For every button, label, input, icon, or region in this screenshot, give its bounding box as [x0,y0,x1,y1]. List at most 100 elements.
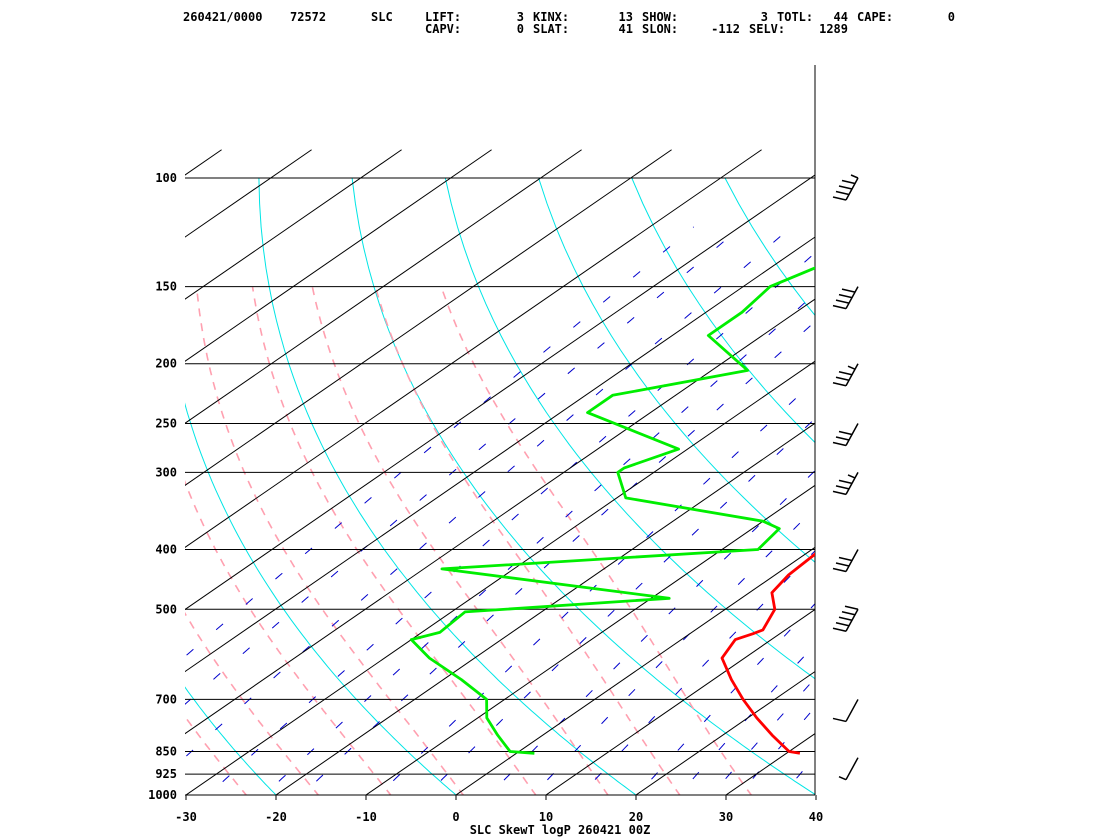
mixing-ratio-line [532,507,815,795]
header-line1-c1: 72572 [290,10,326,24]
header-line1-c9: TOTL: [777,10,813,24]
wind-barb-flag [847,474,856,479]
temperature-tick-label: 30 [719,810,733,824]
wind-barb-flag [847,365,856,370]
header-line2-c7: 1289 [819,22,848,36]
dry-adiabat [185,402,457,795]
sounding-series [409,266,815,755]
wind-barb-flag [844,605,859,610]
temperature-tick-labels: -30 -20 -10 0 10 20 30 40 [175,795,823,824]
wind-barb-flag [850,174,859,179]
isotherm [185,360,815,795]
wind-barb-flag [832,196,847,201]
header-line1-c6: 13 [619,10,633,24]
isotherm [275,422,815,795]
dry-adiabat [1005,178,1120,808]
skewed-isotherms [0,149,1120,821]
isotherm [0,150,42,821]
header-line2-c4: SLON: [642,22,678,36]
wind-barb-flag [835,622,850,627]
temperature-profile [720,552,815,755]
isotherm [185,149,672,486]
wind-barb [832,699,859,723]
header-line1-c3: LIFT: [425,10,461,24]
dry-adiabat [444,177,815,680]
wind-barb [832,363,859,387]
header-line2-c5: -112 [711,22,740,36]
header-line2-c1: 0 [517,22,524,36]
dry-adiabat [258,177,637,795]
dry-adiabats [185,177,1120,808]
header-line1-c4: 3 [517,10,524,24]
mixing-ratio-line [185,226,695,658]
moist-adiabat [185,715,248,795]
wind-barb-flag [835,299,850,304]
header-line2-c0: CAPV: [425,22,461,36]
moist-adiabat [185,480,392,795]
wind-barb-flag [835,562,850,567]
pressure-tick-label: 300 [155,465,177,479]
dry-adiabat [912,178,1120,808]
isotherm [779,150,1120,821]
wind-barb-flag [835,376,850,381]
wind-barb [838,757,859,781]
isobars [185,65,816,796]
pressure-tick-label: 150 [155,280,177,294]
pressure-tick-label: 700 [155,692,177,706]
wind-barb [832,605,859,632]
pressure-tick-label: 100 [155,171,177,185]
wind-barb-flag [832,717,847,723]
temperature-tick-label: 40 [809,810,823,824]
dry-adiabat [818,178,1120,808]
dry-adiabat [1098,178,1120,808]
wind-barb [832,423,859,447]
pressure-tick-label: 500 [155,602,177,616]
dry-adiabat [538,177,815,563]
isotherm [725,733,815,795]
moist-adiabat [440,286,753,795]
header-line1-c11: CAPE: [857,10,893,24]
moist-adiabat [311,286,609,795]
mixing-ratio-line [488,470,815,795]
wind-barb-flag [835,436,850,441]
temperature-tick-label: -10 [355,810,377,824]
wind-barb [832,174,859,201]
wind-barb-flag [838,293,853,299]
wind-barb-flag [832,441,847,447]
mixing-ratio-line [263,293,815,795]
pressure-tick-labels: 100 150 200 250 300 400 500 700 850 925 1000 [148,171,177,802]
temperature-tick-label: 0 [452,810,459,824]
mixing-ratio-line [636,603,815,795]
wind-barb-flag [838,556,853,562]
wind-barb-flag [841,288,856,293]
moist-adiabat [374,286,681,795]
mixing-ratio-line [710,677,815,795]
wind-barb-flag [832,382,847,387]
temperature-tick-label: 10 [539,810,553,824]
dry-adiabat [724,177,815,317]
temperature-tick-label: -20 [265,810,287,824]
wind-barb [832,472,859,496]
header-line1-c0: 260421/0000 [183,10,262,24]
wind-barb [832,286,859,310]
isotherm [185,236,815,673]
wind-barb-flag [835,485,850,490]
wind-barb-flag [835,190,850,196]
isotherm [185,149,312,238]
moist-adiabat [251,286,537,795]
mixing-ratio-line [378,379,815,795]
isotherm [869,150,1120,821]
wind-barb-flag [841,611,856,616]
pressure-tick-label: 850 [155,744,177,758]
wind-barb-flag [832,567,847,573]
isotherm [185,298,815,735]
isotherm [455,546,815,795]
dry-adiabat [631,177,815,444]
temperature-tick-label: -30 [175,810,197,824]
wind-barb-flag [838,775,847,781]
header-line1-c10: 44 [834,10,848,24]
isotherm [0,150,132,821]
header-line1-c7: SHOW: [642,10,678,24]
mixing-ratio-line [185,226,742,705]
isotherm [635,670,815,795]
